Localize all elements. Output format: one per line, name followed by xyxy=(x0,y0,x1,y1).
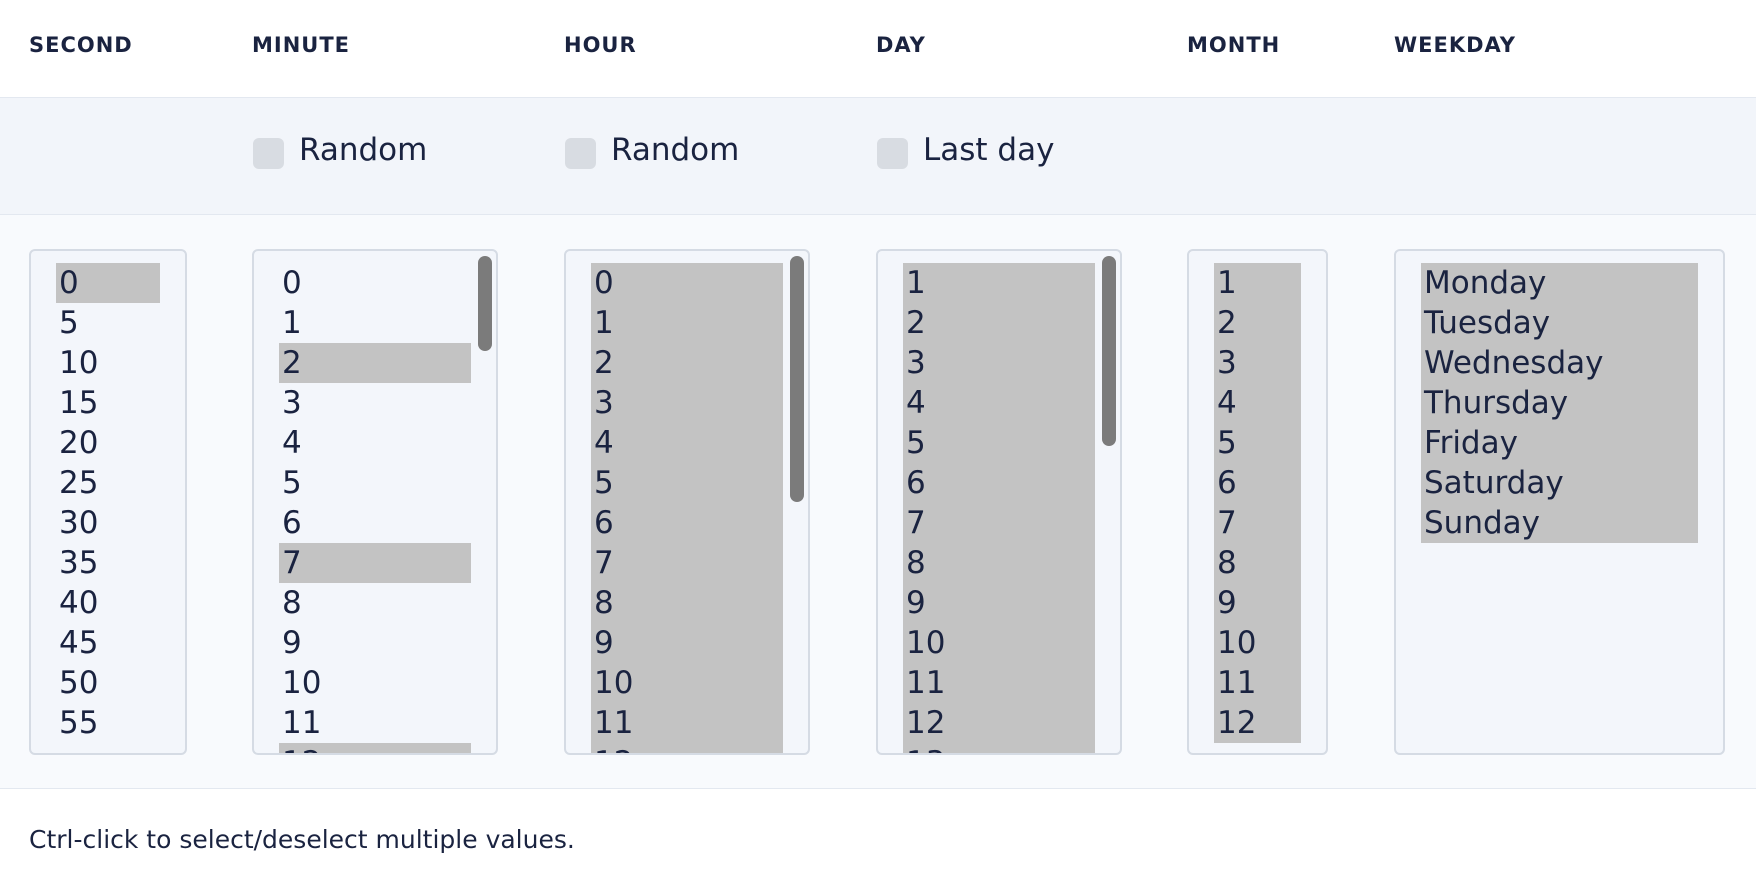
option[interactable]: 11 xyxy=(282,705,322,741)
option[interactable]: 1 xyxy=(903,263,1095,303)
options: 0123456789101112 xyxy=(591,263,783,753)
listbox[interactable]: 0123456789101112 xyxy=(252,249,498,755)
option[interactable]: 9 xyxy=(591,623,783,663)
option[interactable]: 7 xyxy=(279,543,471,583)
option[interactable]: 0 xyxy=(591,263,783,303)
option[interactable]: 3 xyxy=(1214,343,1301,383)
column-header: WEEKDAY xyxy=(1394,33,1517,57)
option[interactable]: Tuesday xyxy=(1421,303,1698,343)
option[interactable]: Sunday xyxy=(1421,503,1698,543)
option[interactable]: 9 xyxy=(1214,583,1301,623)
option[interactable]: 11 xyxy=(1214,663,1301,703)
footer-hint: Ctrl-click to select/deselect multiple v… xyxy=(29,825,575,854)
option[interactable]: 12 xyxy=(279,743,471,753)
option[interactable]: 8 xyxy=(1214,543,1301,583)
checkbox-label[interactable]: Random xyxy=(299,132,428,168)
option[interactable]: Wednesday xyxy=(1421,343,1698,383)
column-header: HOUR xyxy=(564,33,637,57)
option[interactable]: 8 xyxy=(282,585,302,621)
option[interactable]: 2 xyxy=(1214,303,1301,343)
option[interactable]: 2 xyxy=(279,343,471,383)
option[interactable]: 1 xyxy=(282,305,302,341)
option[interactable]: 3 xyxy=(591,383,783,423)
option[interactable]: 13 xyxy=(903,743,1095,753)
option[interactable]: 11 xyxy=(903,663,1095,703)
option[interactable]: 7 xyxy=(1214,503,1301,543)
option[interactable]: 4 xyxy=(591,423,783,463)
listbox[interactable]: 0 5 10 15 20 25 30 35 40 45 50 55 xyxy=(29,249,187,755)
column-header: SECOND xyxy=(29,33,133,57)
option[interactable]: 10 xyxy=(282,665,322,701)
checkbox-label[interactable]: Last day xyxy=(923,132,1055,168)
option[interactable]: Thursday xyxy=(1421,383,1698,423)
option[interactable]: 9 xyxy=(282,625,302,661)
column-header: DAY xyxy=(876,33,926,57)
option[interactable]: 5 xyxy=(1214,423,1301,463)
option[interactable]: 0 xyxy=(282,265,302,301)
option[interactable]: 45 xyxy=(59,625,99,661)
column-header: MINUTE xyxy=(252,33,351,57)
option[interactable]: 9 xyxy=(903,583,1095,623)
option[interactable]: 1 xyxy=(591,303,783,343)
option[interactable]: 6 xyxy=(1214,463,1301,503)
scrollbar-thumb[interactable] xyxy=(1102,256,1116,446)
option[interactable]: 15 xyxy=(59,385,99,421)
checkbox-label[interactable]: Random xyxy=(611,132,740,168)
option[interactable]: 10 xyxy=(59,345,99,381)
scrollbar-thumb[interactable] xyxy=(478,256,492,351)
option[interactable]: 20 xyxy=(59,425,99,461)
option[interactable]: 30 xyxy=(59,505,99,541)
option[interactable]: 5 xyxy=(282,465,302,501)
option[interactable]: 25 xyxy=(59,465,99,501)
option[interactable]: 2 xyxy=(591,343,783,383)
option[interactable]: Monday xyxy=(1421,263,1698,303)
column-header: MONTH xyxy=(1187,33,1281,57)
scrollbar-thumb[interactable] xyxy=(790,256,804,502)
option[interactable]: 0 xyxy=(56,263,160,303)
option[interactable]: 12 xyxy=(1214,703,1301,743)
option[interactable]: 5 xyxy=(903,423,1095,463)
option[interactable]: 7 xyxy=(591,543,783,583)
checkbox[interactable] xyxy=(565,138,596,169)
checkbox[interactable] xyxy=(877,138,908,169)
checkbox[interactable] xyxy=(253,138,284,169)
option[interactable]: 5 xyxy=(591,463,783,503)
option[interactable]: 4 xyxy=(903,383,1095,423)
option[interactable]: 12 xyxy=(903,703,1095,743)
option[interactable]: 6 xyxy=(282,505,302,541)
option[interactable]: 40 xyxy=(59,585,99,621)
option[interactable]: 2 xyxy=(903,303,1095,343)
option[interactable]: 6 xyxy=(903,463,1095,503)
option[interactable]: 3 xyxy=(903,343,1095,383)
option[interactable]: 1 xyxy=(1214,263,1301,303)
option[interactable]: 7 xyxy=(903,503,1095,543)
option[interactable]: 5 xyxy=(59,305,79,341)
option[interactable]: 10 xyxy=(903,623,1095,663)
option[interactable]: 10 xyxy=(1214,623,1301,663)
listbox[interactable]: Monday Tuesday Wednesday Thursday Friday Satu… xyxy=(1394,249,1725,755)
option[interactable]: Saturday xyxy=(1421,463,1698,503)
options: 12345678910111213 xyxy=(903,263,1095,753)
option[interactable]: 8 xyxy=(903,543,1095,583)
option[interactable]: Friday xyxy=(1421,423,1698,463)
options: 0123456789101112 xyxy=(279,263,471,753)
listbox[interactable]: 1 2 3 4 5 6 7 8 9 10 11 12 xyxy=(1187,249,1328,755)
option[interactable]: 6 xyxy=(591,503,783,543)
options: 0 5 10 15 20 25 30 35 40 45 50 55 xyxy=(56,263,160,743)
option[interactable]: 8 xyxy=(591,583,783,623)
listbox[interactable]: 12345678910111213 xyxy=(876,249,1122,755)
option[interactable]: 12 xyxy=(591,743,783,753)
option[interactable]: 35 xyxy=(59,545,99,581)
option[interactable]: 3 xyxy=(282,385,302,421)
option[interactable]: 10 xyxy=(591,663,783,703)
option[interactable]: 4 xyxy=(282,425,302,461)
listbox[interactable]: 0123456789101112 xyxy=(564,249,810,755)
option[interactable]: 4 xyxy=(1214,383,1301,423)
option[interactable]: 11 xyxy=(591,703,783,743)
options: Monday Tuesday Wednesday Thursday Friday Satu… xyxy=(1421,263,1698,543)
option[interactable]: 50 xyxy=(59,665,99,701)
option[interactable]: 55 xyxy=(59,705,99,741)
options: 1 2 3 4 5 6 7 8 9 10 11 12 xyxy=(1214,263,1301,743)
